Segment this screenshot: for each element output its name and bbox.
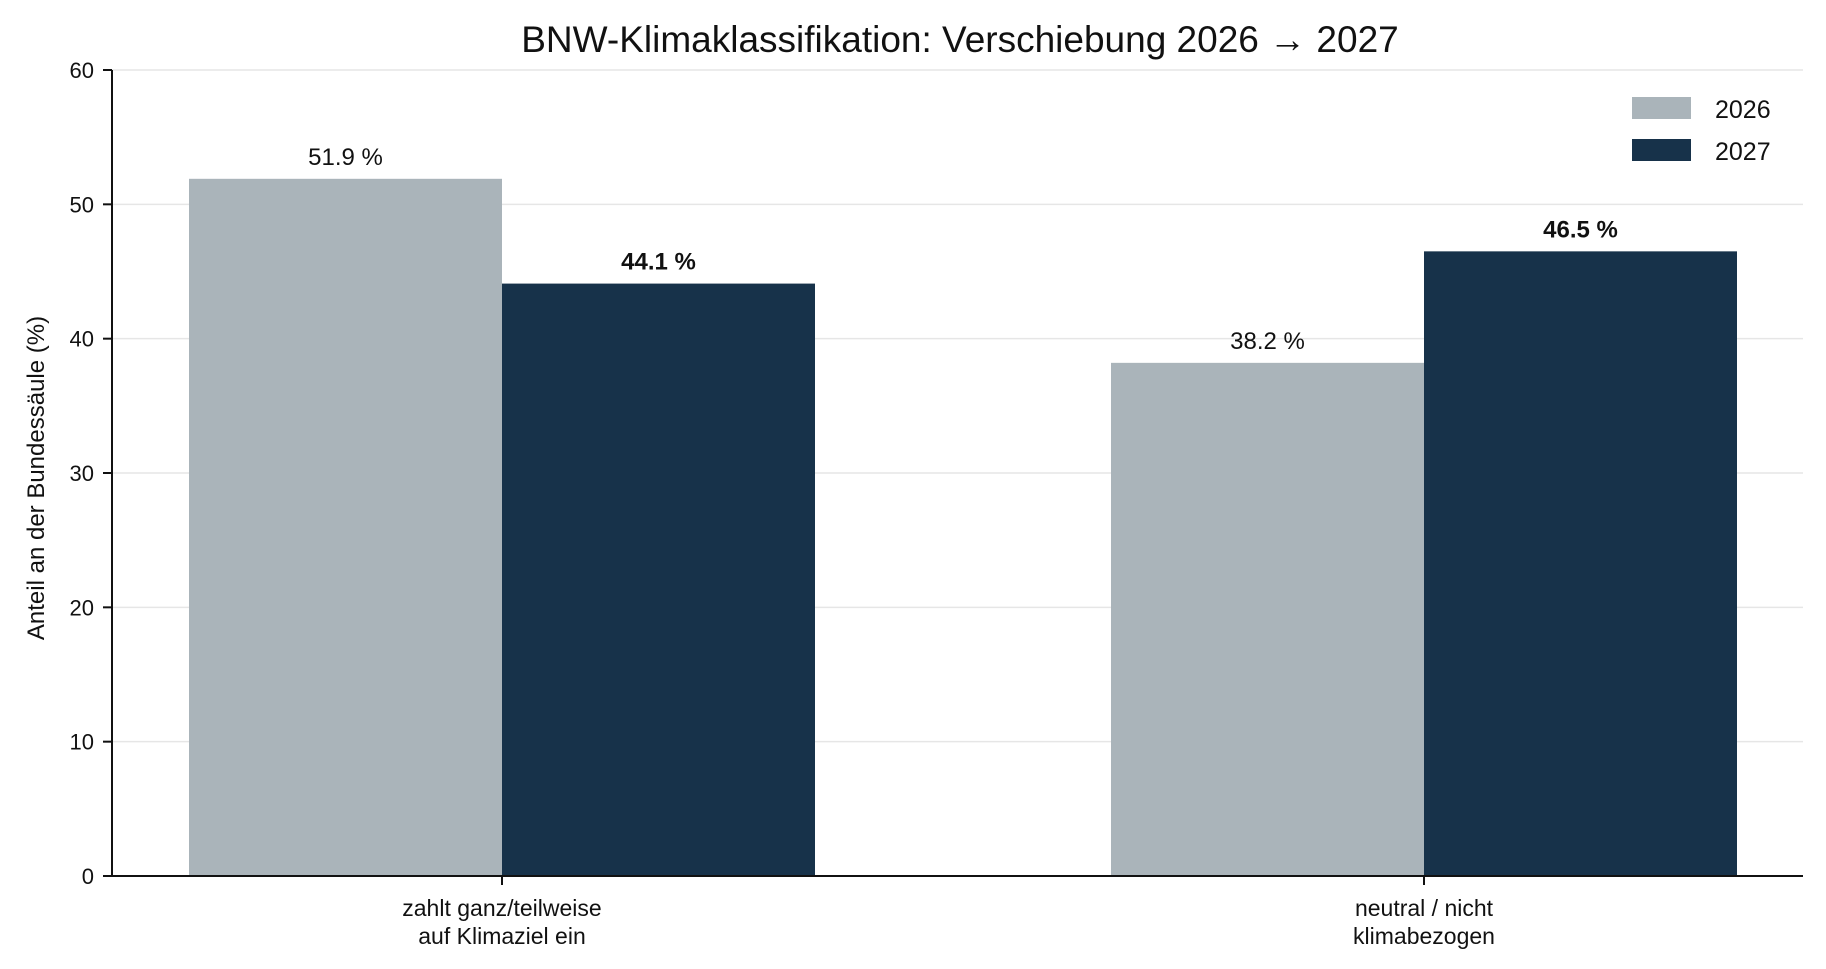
y-tick-label-20: 20 [70,595,94,620]
axes: 0 10 20 30 40 50 60 zahlt ganz/teilweise auf Kli… [70,58,1803,949]
category-label-1: zahlt ganz/teilweise auf Klimaziel ein [402,895,601,949]
value-label-2026-cat2: 38.2 % [1230,328,1305,355]
category-label-line: neutral / nicht [1355,895,1494,921]
category-label-line: zahlt ganz/teilweise [402,895,601,921]
y-tick-label-40: 40 [70,327,94,352]
value-labels: 51.9 % 38.2 % 44.1 % 46.5 % [308,144,1618,355]
y-tick-label-30: 30 [70,461,94,486]
value-label-2026-cat1: 51.9 % [308,144,383,171]
y-axis-label: Anteil an der Bundessäule (%) [23,316,50,640]
y-tick-label-50: 50 [70,192,94,217]
category-label-2: neutral / nicht klimabezogen [1353,895,1495,949]
legend-swatch-2027 [1632,139,1691,161]
bar-2027-cat1 [502,283,815,877]
legend-label-2027: 2027 [1715,138,1771,166]
bar-2026-cat2 [1111,362,1424,876]
category-label-line: klimabezogen [1353,923,1495,949]
category-label-line: auf Klimaziel ein [418,923,585,949]
legend-label-2026: 2026 [1715,96,1771,124]
bar-2026-cat1 [189,178,502,876]
bars [189,178,1737,877]
y-tick-label-60: 60 [70,58,94,83]
bar-2027-cat2 [1424,251,1737,877]
y-tick-label-0: 0 [82,864,94,889]
legend-swatch-2026 [1632,97,1691,119]
value-label-2027-cat1: 44.1 % [621,249,696,276]
legend: 2026 2027 [1632,96,1771,166]
chart-title: BNW-Klimaklassifikation: Verschiebung 20… [521,19,1399,60]
y-tick-label-10: 10 [70,730,94,755]
value-label-2027-cat2: 46.5 % [1543,216,1618,243]
